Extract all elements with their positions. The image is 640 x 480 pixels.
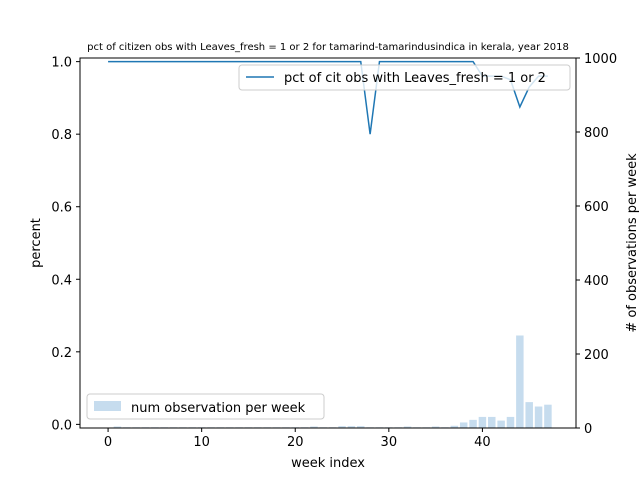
x-tick-label: 30 — [381, 435, 398, 450]
plot-frame — [79, 57, 577, 429]
y2-tick-label: 0 — [584, 422, 592, 437]
bar — [347, 426, 356, 428]
bar — [534, 406, 543, 428]
y-tick-label: 0.2 — [51, 346, 72, 361]
chart-title: pct of citizen obs with Leaves_fresh = 1… — [87, 42, 569, 53]
x-tick-label: 40 — [474, 435, 491, 450]
x-axis-ticks: 0 10 20 30 40 — [104, 428, 491, 450]
legend-bar: num observation per week — [86, 393, 325, 420]
x-axis-label: week index — [291, 456, 365, 471]
y-axis-ticks: 0.0 0.2 0.4 0.6 0.8 1.0 — [51, 56, 80, 433]
y-tick-label: 0.8 — [51, 128, 72, 143]
legend-line: pct of cit obs with Leaves_fresh = 1 or … — [238, 64, 571, 91]
bar — [403, 426, 412, 428]
y2-tick-label: 200 — [584, 348, 609, 363]
line-path — [108, 60, 548, 135]
legend-bar-swatch — [94, 401, 121, 411]
bar — [310, 426, 318, 428]
bar — [544, 404, 552, 428]
legend-line-label: pct of cit obs with Leaves_fresh = 1 or … — [284, 71, 546, 86]
bar — [113, 426, 122, 428]
bar — [357, 426, 365, 428]
y2-tick-label: 800 — [584, 126, 609, 141]
bar — [488, 416, 496, 428]
y2-axis-ticks: 0 200 400 600 800 1000 — [576, 52, 617, 437]
x-tick-label: 20 — [287, 435, 304, 450]
x-tick-label: 0 — [104, 435, 112, 450]
y-tick-label: 1.0 — [51, 56, 72, 71]
bar — [450, 425, 459, 428]
bar — [516, 335, 524, 428]
y2-axis-label: # of observations per week — [625, 153, 640, 333]
y2-tick-label: 1000 — [584, 52, 617, 67]
legend-bar-label: num observation per week — [131, 401, 306, 416]
bar — [478, 416, 487, 428]
y-tick-label: 0.6 — [51, 201, 72, 216]
bar — [525, 402, 533, 428]
y2-tick-label: 600 — [584, 200, 609, 215]
y-tick-label: 0.4 — [51, 273, 72, 288]
y2-tick-label: 400 — [584, 274, 609, 289]
bar — [469, 419, 477, 428]
y-tick-label: 0.0 — [51, 418, 72, 433]
legend-line-box — [238, 64, 571, 91]
y-axis-label: percent — [29, 218, 44, 268]
x-tick-label: 10 — [193, 435, 210, 450]
bar — [459, 422, 468, 428]
line-series — [108, 60, 548, 135]
bar — [506, 416, 515, 428]
bar — [338, 426, 346, 428]
bar — [497, 420, 505, 428]
legend-bar-box — [86, 393, 325, 420]
bar — [431, 426, 440, 428]
